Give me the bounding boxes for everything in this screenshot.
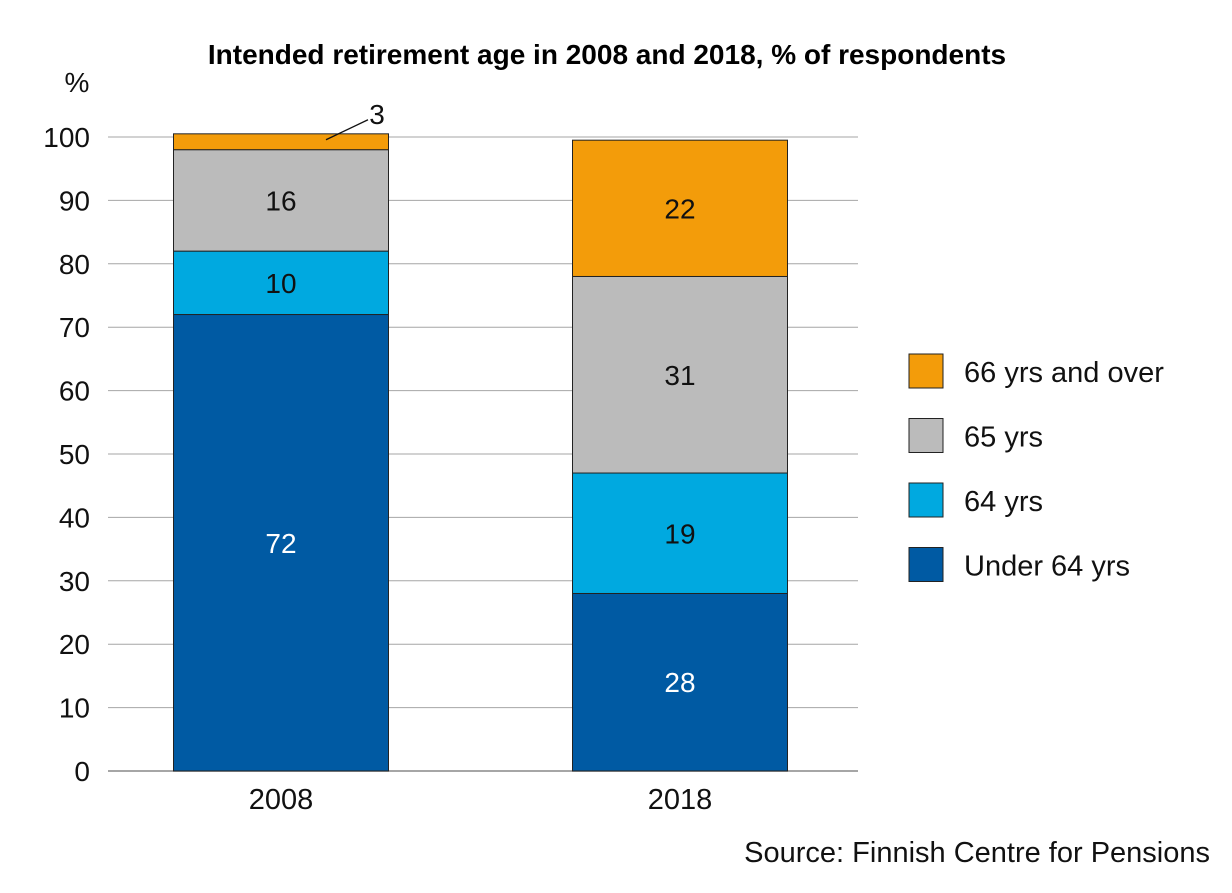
legend-label: Under 64 yrs xyxy=(964,551,1130,583)
data-label-leader xyxy=(325,119,369,141)
legend-swatch xyxy=(908,482,944,518)
data-label: 16 xyxy=(265,185,296,216)
data-label: 10 xyxy=(265,268,296,299)
legend-label: 66 yrs and over xyxy=(964,357,1164,389)
legend-label: 65 yrs xyxy=(964,422,1043,454)
y-tick-label: 60 xyxy=(59,376,90,407)
bar-segment xyxy=(572,592,788,772)
data-label: 28 xyxy=(664,667,695,698)
source-note: Source: Finnish Centre for Pensions xyxy=(744,837,1210,869)
bar-segment xyxy=(572,139,788,277)
data-label: 72 xyxy=(265,528,296,559)
data-labels: 72 10 16 3 28 19 31 22 xyxy=(265,99,695,698)
bar-segment xyxy=(173,250,389,316)
y-tick-label: 100 xyxy=(43,122,90,153)
x-axis-categories: 2008 2018 xyxy=(249,784,713,816)
chart-title: Intended retirement age in 2008 and 2018… xyxy=(208,39,1006,70)
x-tick-label: 2008 xyxy=(249,784,314,816)
y-tick-label: 80 xyxy=(59,249,90,280)
y-tick-label: 70 xyxy=(59,312,90,343)
data-label: 31 xyxy=(664,360,695,391)
bar-segment xyxy=(173,314,389,772)
y-axis-ticks: 0 10 20 30 40 50 60 70 80 90 100 xyxy=(43,122,90,787)
y-tick-label: 10 xyxy=(59,693,90,724)
x-tick-label: 2018 xyxy=(648,784,713,816)
bar-segment xyxy=(572,275,788,474)
legend-swatch xyxy=(908,547,944,582)
legend-swatch xyxy=(908,418,944,453)
bar-segment xyxy=(173,133,389,151)
legend-label: 64 yrs xyxy=(964,486,1043,518)
legend: 66 yrs and over 65 yrs 64 yrs Under 64 yrs xyxy=(908,353,1164,583)
y-tick-label: 30 xyxy=(59,566,90,597)
bar-segment xyxy=(572,472,788,594)
y-tick-label: 50 xyxy=(59,439,90,470)
legend-swatch xyxy=(908,353,944,389)
y-tick-label: 20 xyxy=(59,629,90,660)
y-tick-label: 40 xyxy=(59,502,90,533)
data-label: 22 xyxy=(664,193,695,224)
data-label: 19 xyxy=(664,518,695,549)
y-tick-label: 90 xyxy=(59,185,90,216)
y-axis-unit-label: % xyxy=(65,67,90,98)
bars xyxy=(173,133,788,772)
bar-segment xyxy=(173,149,389,252)
y-tick-label: 0 xyxy=(74,756,90,787)
data-label: 3 xyxy=(369,99,385,130)
